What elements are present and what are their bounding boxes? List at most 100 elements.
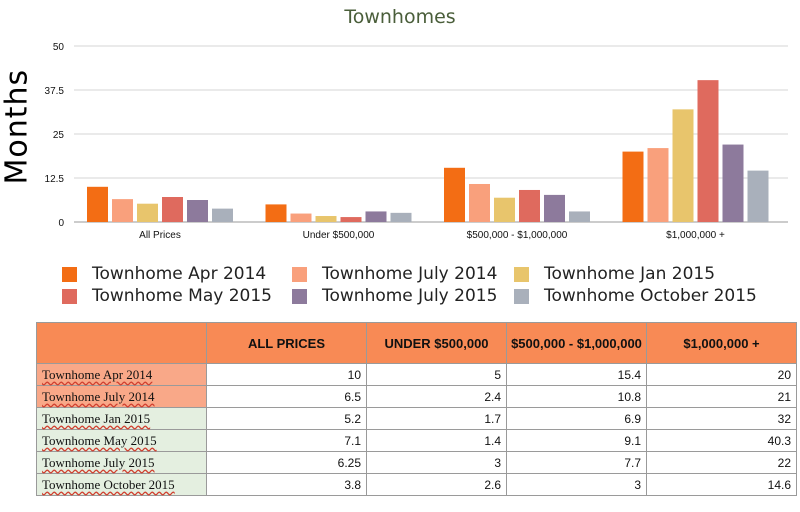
table-cell: 6.5: [206, 385, 367, 408]
table-header-cell: [36, 322, 207, 364]
table-row-label: Townhome October 2015: [36, 473, 207, 496]
table-cell: 1.7: [366, 407, 507, 430]
bar: [519, 189, 540, 222]
y-tick-label: 37.5: [45, 86, 65, 97]
table-cell: 21: [646, 385, 797, 408]
legend-swatch: [514, 288, 529, 304]
bar: [212, 208, 233, 222]
legend-item: Townhome October 2015: [514, 286, 757, 306]
table-cell: 1.4: [366, 429, 507, 452]
bar: [469, 183, 490, 222]
x-tick-label: All Prices: [139, 230, 181, 241]
bar-chart: 50 37.5 25 12.5 0 All Prices Under $500,000 $50…: [45, 42, 788, 241]
table-row-label: Townhome July 2015: [36, 451, 207, 474]
table-cell: 5: [366, 363, 507, 386]
table-cell: 6.9: [506, 407, 647, 430]
row-label-text: Townhome May 2015: [42, 432, 157, 448]
table-row: Townhome Apr 2014 10 5 15.4 20: [36, 363, 797, 386]
table-cell: 2.6: [366, 473, 507, 496]
table-cell: 22: [646, 451, 797, 474]
table-row: Townhome October 2015 3.8 2.6 3 14.6: [36, 473, 797, 496]
bar: [569, 211, 590, 222]
bar: [87, 186, 108, 222]
bar: [747, 170, 769, 222]
table-cell: 10.8: [506, 385, 647, 408]
bar: [622, 151, 644, 222]
table-header-row: ALL PRICES UNDER $500,000 $500,000 - $1,00…: [36, 322, 797, 364]
legend-swatch: [292, 288, 307, 304]
table-cell: 3: [366, 451, 507, 474]
bar: [187, 200, 208, 222]
table-cell: 7.1: [206, 429, 367, 452]
bar: [697, 80, 719, 222]
table-cell: 32: [646, 407, 797, 430]
legend-label: Townhome July 2015: [322, 286, 498, 306]
row-label-text: Townhome July 2015: [42, 454, 155, 470]
row-label-text: Townhome October 2015: [42, 476, 175, 492]
bar: [365, 211, 387, 222]
table-cell: 5.2: [206, 407, 367, 430]
y-tick-label: 12.5: [45, 174, 65, 185]
table-row-label: Townhome Jan 2015: [36, 407, 207, 430]
legend-label: Townhome October 2015: [544, 286, 757, 306]
table-cell: 6.25: [206, 451, 367, 474]
table-cell: 10: [206, 363, 367, 386]
table-row-label: Townhome July 2014: [36, 385, 207, 408]
legend-label: Townhome May 2015: [92, 286, 272, 306]
legend-swatch: [62, 288, 77, 304]
table-header-cell: ALL PRICES: [206, 322, 367, 364]
table-cell: 15.4: [506, 363, 647, 386]
table-cell: 3.8: [206, 473, 367, 496]
bar: [112, 199, 133, 222]
legend-label: Townhome Jan 2015: [544, 264, 716, 284]
legend-item: Townhome Jan 2015: [514, 264, 715, 284]
table-row-label: Townhome Apr 2014: [36, 363, 207, 386]
table-row: Townhome July 2015 6.25 3 7.7 22: [36, 451, 797, 474]
table-cell: 20: [646, 363, 797, 386]
x-tick-label: $1,000,000 +: [666, 230, 725, 241]
legend-label: Townhome July 2014: [322, 264, 498, 284]
row-label-text: Townhome Jan 2015: [42, 410, 151, 426]
legend-item: Townhome Apr 2014: [62, 264, 266, 284]
legend-label: Townhome Apr 2014: [92, 264, 267, 284]
bar: [444, 167, 465, 222]
table-cell: 40.3: [646, 429, 797, 452]
table-row: Townhome Jan 2015 5.2 1.7 6.9 32: [36, 407, 797, 430]
bar: [137, 203, 158, 222]
legend-item: Townhome May 2015: [62, 286, 272, 306]
legend-swatch: [514, 266, 529, 282]
y-tick-label: 25: [53, 130, 65, 141]
bar: [390, 212, 412, 222]
x-tick-label: Under $500,000: [303, 230, 375, 241]
bar: [672, 109, 694, 222]
table-row: Townhome May 2015 7.1 1.4 9.1 40.3: [36, 429, 797, 452]
legend-swatch: [292, 266, 307, 282]
chart-title: Townhomes: [344, 6, 456, 28]
row-label-text: Townhome Apr 2014: [42, 366, 153, 382]
legend-item: Townhome July 2014: [292, 264, 497, 284]
table-header-cell: UNDER $500,000: [366, 322, 507, 364]
legend-item: Townhome July 2015: [292, 286, 497, 306]
table-cell: 3: [506, 473, 647, 496]
table-cell: 7.7: [506, 451, 647, 474]
table-header-cell: $500,000 - $1,000,000: [506, 322, 647, 364]
bar: [340, 217, 362, 222]
bar: [162, 197, 183, 222]
table-cell: 9.1: [506, 429, 647, 452]
row-label-text: Townhome July 2014: [42, 388, 155, 404]
y-tick-label: 0: [58, 218, 64, 229]
bar: [315, 216, 337, 222]
table-row-label: Townhome May 2015: [36, 429, 207, 452]
table-row: Townhome July 2014 6.5 2.4 10.8 21: [36, 385, 797, 408]
bar: [544, 194, 565, 222]
bar: [290, 213, 312, 222]
bar: [265, 204, 287, 222]
data-table: ALL PRICES UNDER $500,000 $500,000 - $1,00…: [36, 322, 797, 496]
y-tick-label: 50: [53, 42, 65, 53]
legend-swatch: [62, 266, 77, 282]
table-cell: 14.6: [646, 473, 797, 496]
bar: [494, 197, 515, 222]
x-tick-label: $500,000 - $1,000,000: [467, 230, 568, 241]
bar: [722, 144, 744, 222]
table-cell: 2.4: [366, 385, 507, 408]
